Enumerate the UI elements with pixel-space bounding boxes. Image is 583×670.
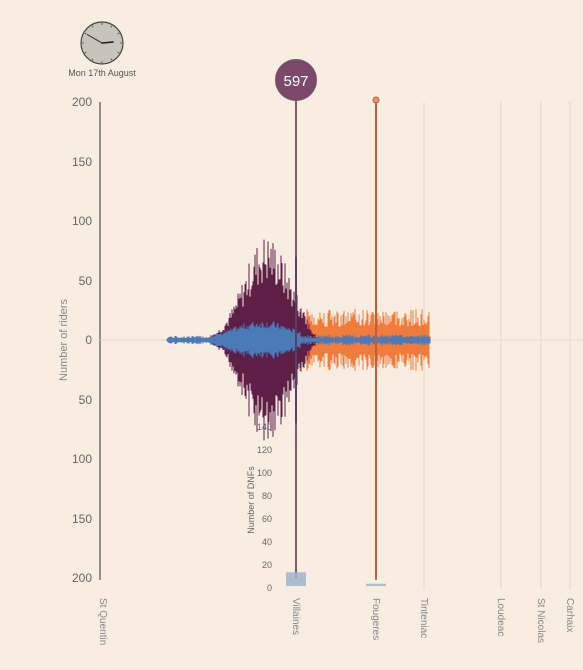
dnf-tick: 60 xyxy=(262,514,272,524)
rider-count-value: 597 xyxy=(283,73,308,90)
y-axis-label: Number of riders xyxy=(58,299,70,381)
dnf-axis-label: Number of DNFs xyxy=(246,466,256,534)
y-tick: 100 xyxy=(72,214,92,228)
clock-tick xyxy=(110,58,113,61)
clock-tick xyxy=(84,32,87,35)
y-tick: 100 xyxy=(72,452,92,466)
clock-tick xyxy=(117,51,120,54)
rider-count-bubble xyxy=(275,59,317,101)
town-label: Villaines xyxy=(290,598,301,635)
town-label: Loudeac xyxy=(495,598,506,636)
clock-tick xyxy=(91,25,94,28)
y-tick: 150 xyxy=(72,155,92,169)
y-axis-ticks: 200 150 100 50 0 50 100 150 200 xyxy=(72,95,92,585)
town-label: St Nicolas xyxy=(535,598,546,643)
y-tick: 150 xyxy=(72,512,92,526)
town-label: Fougeres xyxy=(370,598,381,640)
dnf-bar-fougeres xyxy=(366,583,386,586)
y-tick: 200 xyxy=(72,95,92,109)
clock-tick xyxy=(91,58,94,61)
dnf-tick: 100 xyxy=(257,468,272,478)
y-tick: 200 xyxy=(72,571,92,585)
town-label: Tinteniac xyxy=(418,598,429,638)
dnf-bar-villaines xyxy=(286,572,306,586)
dnf-tick: 120 xyxy=(257,445,272,455)
dnf-tick: 80 xyxy=(262,491,272,501)
y-tick: 0 xyxy=(85,333,92,347)
clock-icon xyxy=(80,21,124,65)
clock-date-label: Mon 17th August xyxy=(68,68,136,78)
clock-tick xyxy=(84,51,87,54)
rider-dot xyxy=(196,338,200,342)
rider-dot xyxy=(166,338,170,342)
dnf-axis-ticks: 140 120 100 80 60 40 20 0 xyxy=(257,422,272,593)
town-labels: St Quentin Villaines Fougeres Tinteniac … xyxy=(97,598,575,645)
clock-tick xyxy=(110,25,113,28)
y-tick: 50 xyxy=(79,274,93,288)
dnf-tick: 0 xyxy=(267,583,272,593)
town-label: St Quentin xyxy=(97,598,108,645)
dnf-tick: 40 xyxy=(262,537,272,547)
town-label: Carhaix xyxy=(564,598,575,632)
town-gridlines xyxy=(423,102,571,590)
clock-widget: Mon 17th August xyxy=(62,20,142,78)
y-tick: 50 xyxy=(79,393,93,407)
clock-tick xyxy=(117,32,120,35)
orange-marker-dot xyxy=(372,96,380,104)
rider-distribution xyxy=(166,239,431,441)
rider-dot xyxy=(181,338,185,342)
dnf-tick: 20 xyxy=(262,560,272,570)
